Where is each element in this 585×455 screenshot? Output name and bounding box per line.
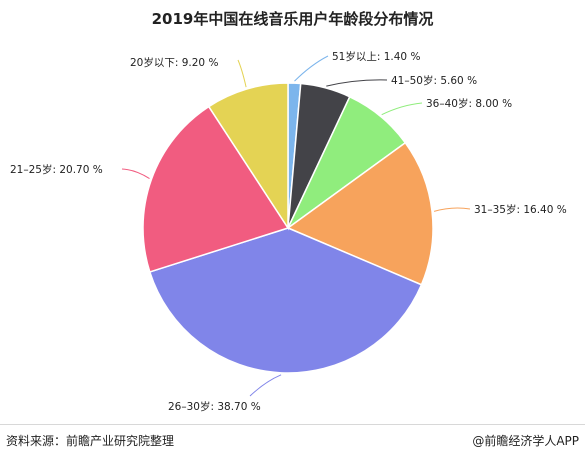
slice-label: 20岁以下: 9.20 % xyxy=(130,56,218,69)
pie-slice xyxy=(286,141,434,286)
leader-line xyxy=(237,59,247,88)
pie-labels: 51岁以上: 1.40 % 41–50岁: 5.60 % 36–40岁: 8.00 … xyxy=(10,50,567,413)
footer: 资料来源：前瞻产业研究院整理 @前瞻经济学人APP xyxy=(0,424,585,455)
credit-note: @前瞻经济学人APP xyxy=(472,434,579,448)
leader-line xyxy=(249,374,282,397)
pie-slices xyxy=(142,82,434,374)
slice-label: 51岁以上: 1.40 % xyxy=(332,50,420,63)
pie-slice xyxy=(148,227,423,374)
leader-line xyxy=(381,102,423,116)
leader-line xyxy=(326,79,388,87)
slice-label: 41–50岁: 5.60 % xyxy=(391,74,477,87)
pie-slice xyxy=(142,105,290,273)
source-note: 资料来源：前瞻产业研究院整理 xyxy=(6,434,175,448)
leader-line xyxy=(433,207,471,212)
pie-chart: 51岁以上: 1.40 % 41–50岁: 5.60 % 36–40岁: 8.00 … xyxy=(10,50,567,413)
chart-title: 2019年中国在线音乐用户年龄段分布情况 xyxy=(151,10,434,28)
leader-line xyxy=(294,55,329,82)
slice-label: 26–30岁: 38.70 % xyxy=(168,400,261,413)
slice-label: 36–40岁: 8.00 % xyxy=(426,97,512,110)
slice-label: 31–35岁: 16.40 % xyxy=(474,203,567,216)
leader-line xyxy=(121,168,150,180)
slice-label: 21–25岁: 20.70 % xyxy=(10,163,103,176)
pie-slice xyxy=(207,82,289,231)
